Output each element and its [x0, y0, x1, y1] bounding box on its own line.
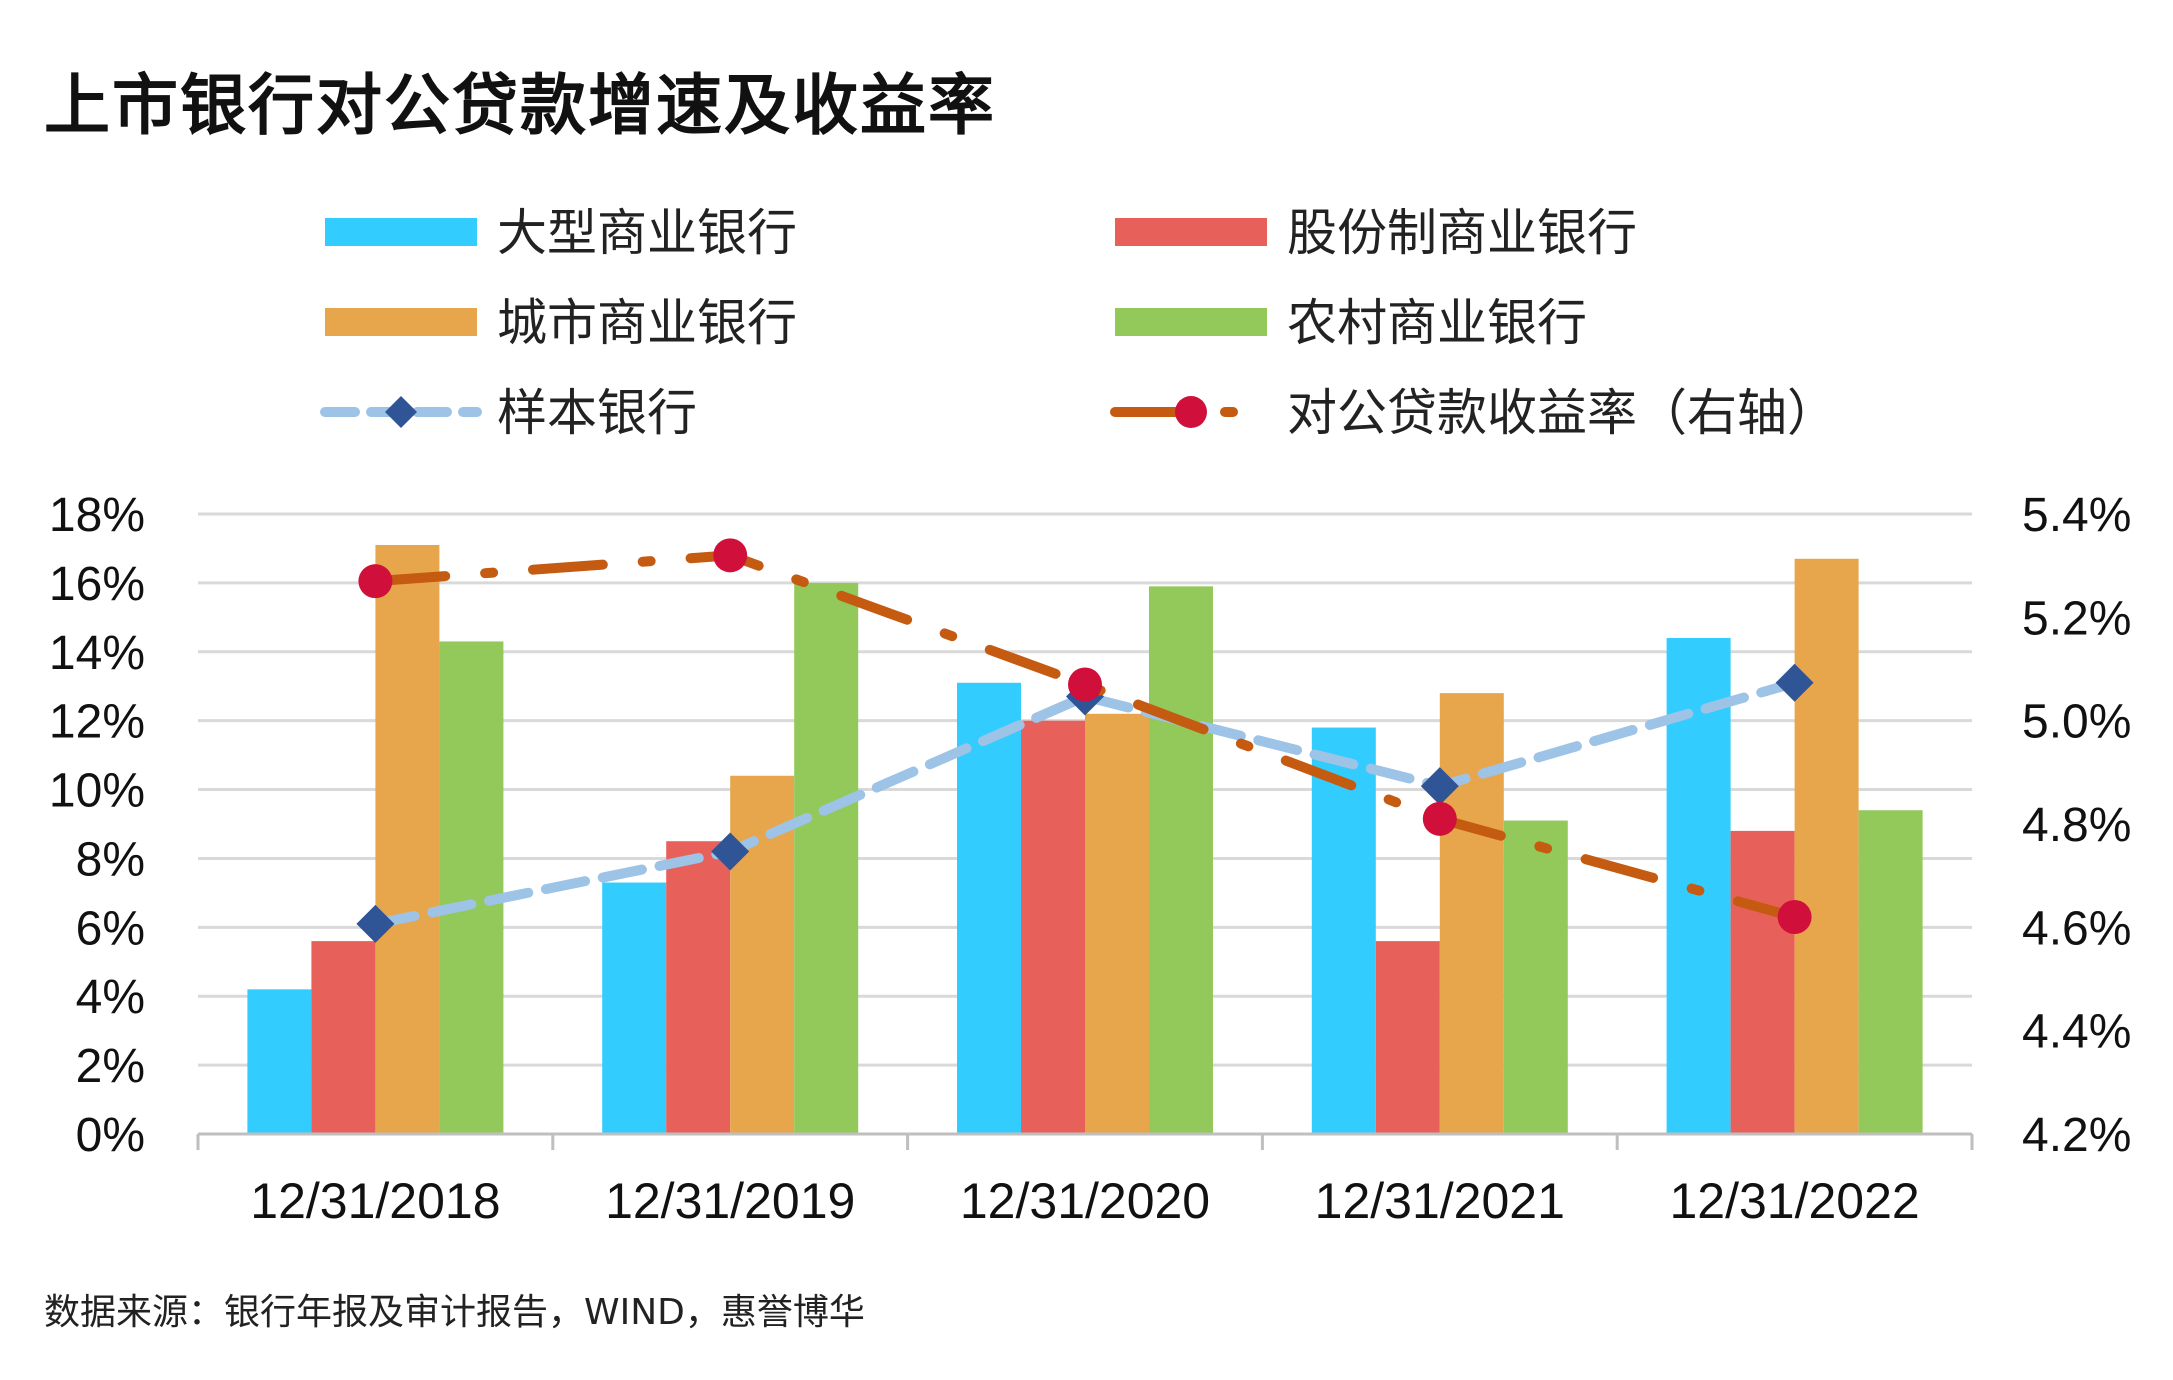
legend-label: 股份制商业银行: [1287, 204, 1637, 262]
bar: [375, 545, 440, 1134]
line-point: [358, 564, 393, 599]
legend-swatch: [1115, 218, 1267, 246]
bar: [1858, 810, 1923, 1134]
y-right-tick-label: 4.8%: [2022, 799, 2131, 852]
bar: [247, 989, 312, 1134]
chart-title: 上市银行对公贷款增速及收益率: [44, 67, 996, 144]
x-tick-label: 12/31/2019: [605, 1173, 855, 1229]
bar: [1021, 720, 1085, 1134]
line-point: [1777, 900, 1812, 934]
bar: [1149, 586, 1213, 1134]
legend-swatch: [1115, 308, 1267, 336]
legend-label: 对公贷款收益率（右轴）: [1287, 384, 1837, 442]
y-left-tick-label: 18%: [49, 489, 145, 542]
legend-swatch: [325, 218, 477, 246]
line-point: [356, 904, 395, 943]
line-point: [1068, 667, 1102, 702]
bar: [1794, 558, 1859, 1134]
bar: [602, 882, 667, 1134]
x-tick-label: 12/31/2022: [1669, 1173, 1919, 1229]
source-note: 数据来源：银行年报及审计报告，WIND，惠誉博华: [44, 1292, 865, 1333]
bar: [730, 775, 795, 1134]
legend-label: 样本银行: [497, 384, 697, 442]
y-left-tick-label: 16%: [49, 558, 145, 611]
y-right-tick-label: 5.2%: [2022, 592, 2131, 645]
y-left-tick-label: 6%: [76, 902, 145, 955]
line-point: [1420, 767, 1459, 806]
x-tick-label: 12/31/2021: [1315, 1173, 1565, 1229]
legend-label: 农村商业银行: [1287, 294, 1587, 352]
bar: [1085, 713, 1149, 1134]
y-right-tick-label: 4.4%: [2022, 1006, 2131, 1059]
legend-swatch: [325, 308, 477, 336]
legend-marker: [1175, 396, 1207, 428]
line-point: [1422, 801, 1457, 836]
y-left-tick-label: 8%: [76, 833, 145, 886]
lines: [356, 538, 1814, 943]
legend-marker: [385, 396, 417, 428]
bar: [794, 582, 859, 1134]
legend-label: 大型商业银行: [497, 204, 797, 262]
y-left-tick-label: 12%: [49, 696, 145, 749]
line-point: [713, 538, 748, 573]
y-left-tick-label: 0%: [76, 1109, 145, 1162]
bar: [957, 682, 1021, 1134]
bar: [1503, 820, 1568, 1134]
legend-label: 城市商业银行: [497, 294, 797, 352]
x-tick-label: 12/31/2020: [960, 1173, 1210, 1229]
bar: [439, 641, 504, 1134]
y-right-tick-label: 5.0%: [2022, 696, 2131, 749]
bar: [1375, 941, 1440, 1134]
y-left-tick-label: 2%: [76, 1040, 145, 1093]
line-point: [1775, 663, 1814, 702]
y-left-tick-label: 4%: [76, 971, 145, 1024]
bar: [1439, 693, 1504, 1134]
bar: [1311, 727, 1376, 1134]
axes: 0% 2% 4% 6% 8% 10% 12% 14% 16% 18% 4.2% 4.4% 4.6% 4.8…: [49, 489, 2131, 1229]
y-right-tick-label: 4.2%: [2022, 1109, 2131, 1162]
bar: [666, 841, 731, 1134]
y-left-tick-label: 10%: [49, 765, 145, 818]
y-right-tick-label: 5.4%: [2022, 489, 2131, 542]
x-tick-label: 12/31/2018: [250, 1173, 500, 1229]
bars: [247, 545, 1923, 1134]
y-left-tick-label: 14%: [49, 627, 145, 680]
bar: [1730, 830, 1795, 1134]
line-point: [711, 832, 750, 871]
y-right-tick-label: 4.6%: [2022, 902, 2131, 955]
bar: [311, 941, 376, 1134]
